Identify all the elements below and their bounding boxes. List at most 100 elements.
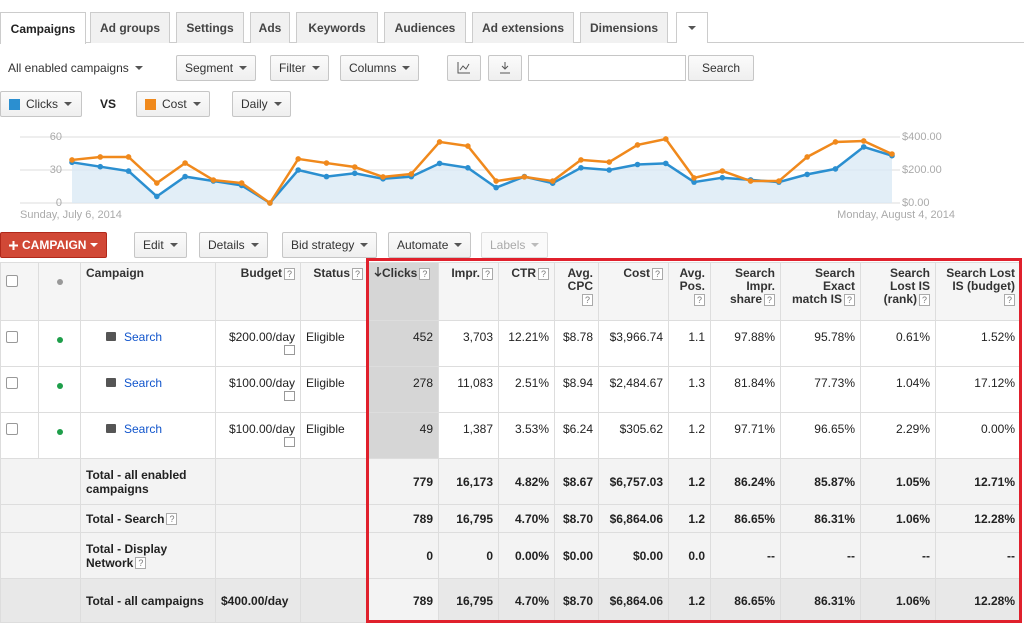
metric-cell: 16,795 [438,504,499,533]
help-icon[interactable]: ? [919,293,930,306]
budget-cell [215,532,301,579]
point [747,178,754,184]
header-cell[interactable]: Search Impr. share? [710,262,781,321]
help-icon[interactable]: ? [482,267,493,280]
search-input[interactable] [528,55,686,81]
budget-chart-icon[interactable] [284,345,295,355]
details-button[interactable]: Details [199,232,268,258]
help-icon[interactable]: ? [166,513,178,526]
status-cell: Eligible [300,366,369,413]
checkbox[interactable] [6,423,18,435]
help-icon[interactable]: ? [419,267,431,280]
automate-button[interactable]: Automate [388,232,472,258]
point [408,171,415,177]
checkbox[interactable] [6,275,18,287]
metric-cell: 1.52% [935,320,1021,367]
metric-cell: 4.70% [498,504,555,533]
help-icon[interactable]: ? [1004,293,1015,306]
header-cell[interactable]: Clicks? [368,262,439,321]
edit-button[interactable]: Edit [134,232,187,258]
column-label: Campaign [86,266,145,280]
chart-icon [457,62,470,74]
chart-toggle[interactable] [447,55,481,81]
help-icon[interactable]: ? [764,293,775,306]
help-icon[interactable]: ? [284,267,295,280]
y2-tick-label: $400.00 [902,131,942,143]
point [238,180,245,186]
tab[interactable]: Dimensions [580,12,668,43]
header-cell[interactable]: CTR? [498,262,555,321]
metric-cell: 86.65% [710,504,781,533]
metric-cell: -- [860,532,936,579]
tab[interactable]: Keywords [296,12,378,43]
metric-cell: 0.00% [935,412,1021,459]
header-cell[interactable]: Status? [300,262,369,321]
point [436,139,443,145]
tab[interactable]: Ads [250,12,290,43]
header-cell[interactable]: Budget? [215,262,301,321]
checkbox[interactable] [6,331,18,343]
help-icon[interactable]: ? [844,293,855,306]
help-icon[interactable]: ? [652,267,663,280]
swatch [145,98,156,110]
point [351,170,358,177]
caret [454,243,463,247]
metric2-select[interactable]: Cost [136,91,210,117]
segment-button[interactable]: Segment [176,55,257,81]
point [182,173,188,180]
tab[interactable]: Ad groups [90,12,170,43]
help-icon[interactable]: ? [352,267,363,280]
column-label: Cost [623,266,650,280]
header-cell[interactable]: Search Exact match IS? [780,262,861,321]
interval-select[interactable]: Daily [232,91,291,117]
header-cell [0,262,39,321]
help-icon[interactable]: ? [135,557,147,570]
campaign-link[interactable]: Search [124,422,163,436]
header-cell[interactable]: Avg. Pos.? [668,262,711,321]
header-cell[interactable]: Search Lost IS (rank)? [860,262,936,321]
empty-cell [0,532,81,579]
metric1-select[interactable]: Clicks [0,91,82,117]
caret [273,102,282,106]
campaign-icon [106,424,116,433]
metric-cell: 16,173 [438,458,499,505]
sort-arrow [374,267,382,277]
search-button[interactable]: Search [688,55,754,81]
header-cell[interactable]: Cost? [598,262,669,321]
point [69,157,75,163]
budget-chart-icon[interactable] [284,391,295,401]
metric-cell: 0.0 [668,532,711,579]
header-cell[interactable]: Impr.? [438,262,499,321]
help-icon[interactable]: ? [582,293,593,306]
campaign-link[interactable]: Search [124,330,163,344]
download-button[interactable] [488,55,522,81]
filter-button[interactable]: Filter [270,55,329,81]
budget-chart-icon[interactable] [284,437,295,447]
tab[interactable]: Settings [176,12,244,43]
header-cell[interactable]: Search Lost IS (budget)? [935,262,1021,321]
header-cell[interactable]: Avg. CPC? [554,262,599,321]
metric-cell: 12.71% [935,458,1021,505]
campaign-cell: Search [80,366,216,413]
tab[interactable]: Ad extensions [472,12,574,43]
columns-button[interactable]: Columns [340,55,420,81]
new-campaign-button[interactable]: CAMPAIGN [0,232,108,258]
campaign-link[interactable]: Search [124,376,163,390]
bid-strategy-button[interactable]: Bid strategy [282,232,378,258]
point [889,151,895,157]
metric-cell: 2.51% [498,366,555,413]
budget-cell [215,504,301,533]
help-icon[interactable]: ? [538,267,549,280]
label: Automate [397,238,449,252]
view-select[interactable]: All enabled campaigns [0,55,158,81]
column-label: Clicks [382,266,418,280]
more-tabs[interactable] [676,12,708,43]
tab[interactable]: Campaigns [0,12,86,44]
help-icon[interactable]: ? [694,293,705,306]
metric-cell: $6.24 [554,412,599,459]
tab[interactable]: Audiences [384,12,466,43]
metric-cell: 97.71% [710,412,781,459]
header-cell[interactable]: Campaign [80,262,216,321]
checkbox[interactable] [6,377,18,389]
column-label: Avg. CPC [567,266,593,293]
